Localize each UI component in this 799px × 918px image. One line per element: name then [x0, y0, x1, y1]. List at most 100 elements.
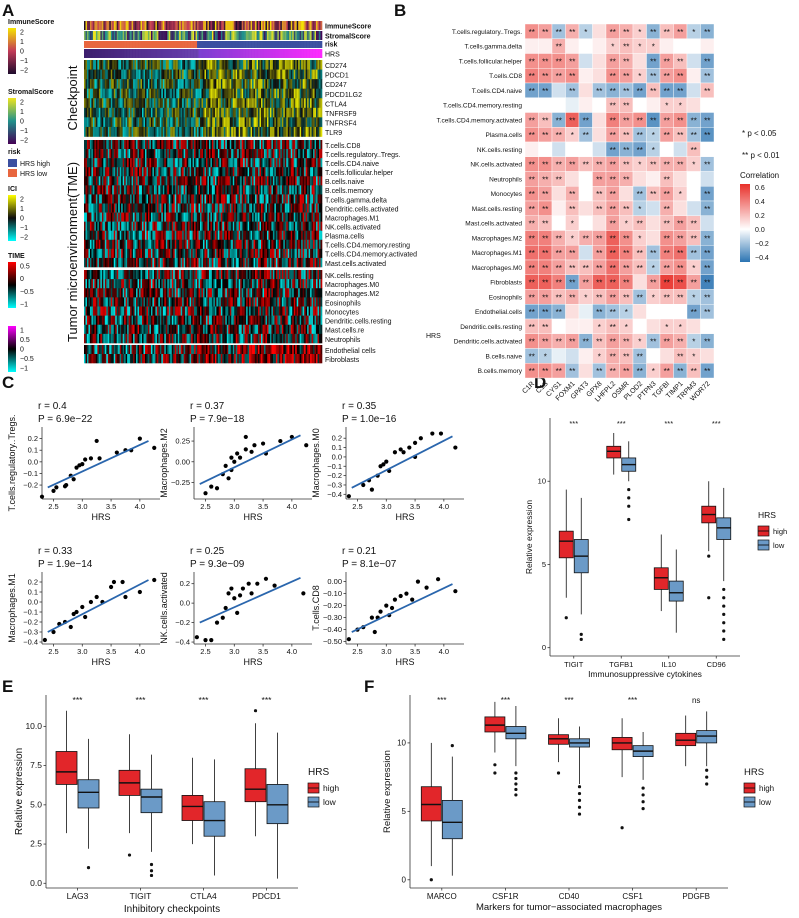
checkpoint-cell	[261, 60, 263, 70]
annotation-cell	[250, 41, 253, 48]
checkpoint-cell	[301, 69, 303, 80]
tme-cell	[164, 185, 167, 195]
tme-cell	[232, 185, 235, 195]
checkpoint-cell	[159, 126, 162, 137]
checkpoint-cell	[165, 126, 168, 137]
checkpoint-cell	[296, 117, 299, 128]
checkpoint-cell	[237, 126, 239, 137]
tme-cell	[192, 149, 195, 159]
annotation-cell	[104, 31, 107, 40]
annotation-cell	[153, 49, 156, 58]
annotation-cell	[183, 31, 186, 40]
checkpoint-cell	[149, 98, 152, 109]
tme-cell	[302, 167, 305, 177]
checkpoint-cell	[295, 60, 298, 70]
annotation-cell	[162, 41, 165, 48]
checkpoint-cell	[197, 60, 199, 70]
checkpoint-cell	[307, 69, 309, 80]
tme-cell	[228, 194, 231, 204]
checkpoint-cell	[150, 69, 153, 80]
tme-cell	[316, 167, 318, 177]
tme-cell	[226, 176, 229, 186]
annotation-cell	[147, 31, 150, 40]
annotation-cell	[232, 49, 235, 58]
checkpoint-cell	[275, 117, 278, 128]
tme-cell	[150, 167, 153, 177]
annotation-cell	[149, 41, 152, 48]
tme-cell	[124, 176, 126, 186]
checkpoint-cell	[213, 79, 216, 89]
checkpoint-cell	[269, 79, 272, 89]
tme-cell	[103, 194, 106, 204]
annotation-cell	[171, 49, 174, 58]
annotation-cell	[216, 21, 219, 30]
tme-cell	[97, 185, 100, 195]
tme-cell	[283, 167, 286, 177]
annotation-cell	[133, 49, 135, 58]
tme-cell	[290, 176, 293, 186]
tme-cell	[171, 176, 174, 186]
checkpoint-cell	[319, 69, 321, 80]
checkpoint-cell	[146, 79, 149, 89]
checkpoint-cell	[155, 98, 158, 109]
checkpoint-cell	[262, 60, 265, 70]
annotation-cell	[268, 31, 271, 40]
tme-cell	[174, 176, 177, 186]
tme-cell	[278, 185, 281, 195]
annotation-cell	[155, 31, 158, 40]
checkpoint-cell	[287, 60, 290, 70]
checkpoint-cell	[255, 98, 257, 109]
annotation-cell	[176, 21, 179, 30]
tme-cell	[226, 149, 229, 159]
checkpoint-cell	[118, 69, 120, 80]
checkpoint-cell	[220, 126, 223, 137]
checkpoint-cell	[237, 88, 239, 99]
checkpoint-cell	[109, 117, 112, 128]
tme-cell	[112, 203, 115, 213]
checkpoint-cell	[231, 107, 234, 118]
checkpoint-cell	[219, 107, 222, 118]
checkpoint-row-label: CD274	[325, 63, 347, 70]
checkpoint-cell	[152, 69, 155, 80]
annotation-cell	[164, 41, 167, 48]
tme-cell	[235, 140, 238, 150]
checkpoint-cell	[293, 107, 296, 118]
checkpoint-cell	[243, 107, 245, 118]
annotation-cell	[128, 49, 131, 58]
annotation-cell	[266, 49, 269, 58]
tme-cell	[121, 140, 123, 150]
annotation-cell	[266, 31, 269, 40]
annotation-cell	[208, 31, 211, 40]
tme-cell	[107, 158, 110, 168]
checkpoint-cell	[238, 98, 241, 109]
checkpoint-cell	[131, 79, 134, 89]
checkpoint-cell	[159, 79, 162, 89]
checkpoint-cell	[210, 107, 213, 118]
annotation-cell	[225, 49, 228, 58]
checkpoint-cell	[213, 69, 216, 80]
checkpoint-cell	[128, 98, 131, 109]
tme-cell	[89, 185, 92, 195]
tme-cell	[216, 203, 219, 213]
checkpoint-cell	[261, 107, 263, 118]
annotation-cell	[231, 41, 234, 48]
annotation-cell	[298, 41, 300, 48]
annotation-cell	[290, 49, 293, 58]
tme-cell	[86, 158, 89, 168]
annotation-cell	[275, 49, 278, 58]
checkpoint-cell	[136, 117, 138, 128]
tme-cell	[231, 194, 234, 204]
tme-cell	[109, 167, 112, 177]
tme-cell	[232, 149, 235, 159]
tme-cell	[201, 167, 204, 177]
tme-cell	[94, 158, 97, 168]
checkpoint-cell	[214, 107, 217, 118]
tme-cell	[208, 158, 211, 168]
tme-cell	[219, 158, 222, 168]
checkpoint-cell	[310, 117, 312, 128]
checkpoint-row-label: CD247	[325, 82, 347, 89]
checkpoint-cell	[150, 126, 153, 137]
tme-cell	[290, 194, 293, 204]
checkpoint-cell	[298, 79, 300, 89]
annotation-cell	[246, 21, 248, 30]
